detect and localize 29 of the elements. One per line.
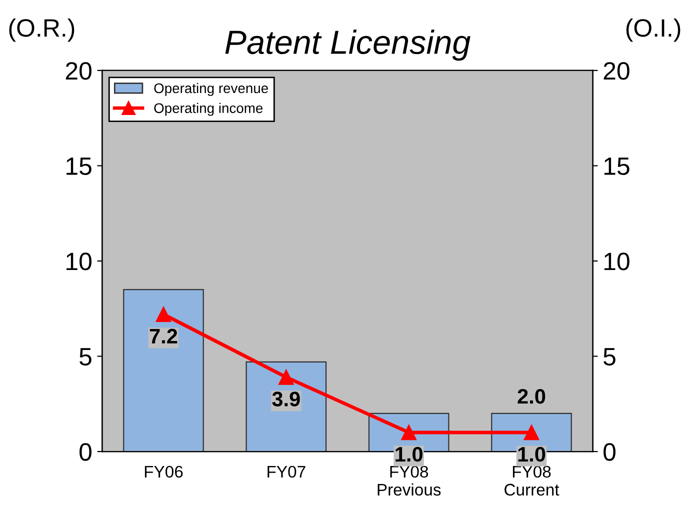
y-tick-label: 10 [66, 252, 92, 270]
y-tick-label: 20 [66, 62, 92, 80]
y-tick-label: 5 [80, 348, 92, 366]
data-label: 1.0 [518, 446, 546, 462]
y-axis-title: (O.R.) [9, 18, 74, 42]
x-tick-label: FY08 Current [504, 466, 560, 496]
x-tick-label: FY07 [268, 466, 306, 478]
y2-tick-label: 20 [604, 62, 630, 80]
legend-label: Operating revenue [154, 82, 268, 96]
data-label: 2.0 [518, 389, 546, 404]
y2-axis-title: (O.I.) [626, 18, 680, 42]
legend-label: Operating income [154, 102, 263, 116]
data-label: 1.0 [396, 446, 422, 462]
x-tick-label: FY08 Previous [378, 466, 441, 496]
data-label: 3.9 [272, 392, 300, 406]
y2-tick-label: 5 [604, 348, 616, 366]
y-tick-label: 15 [66, 158, 92, 176]
chart-title: Patent Licensing [225, 30, 470, 61]
y2-tick-label: 10 [604, 252, 630, 270]
y-tick-label: 0 [80, 443, 92, 461]
data-label: 7.2 [150, 328, 178, 344]
bar [123, 289, 204, 452]
y2-tick-label: 15 [604, 158, 630, 176]
x-tick-label: FY06 [144, 466, 183, 478]
point [156, 306, 172, 322]
point [401, 424, 416, 440]
point [278, 370, 294, 385]
y2-tick-label: 0 [604, 443, 616, 461]
point [524, 424, 540, 440]
